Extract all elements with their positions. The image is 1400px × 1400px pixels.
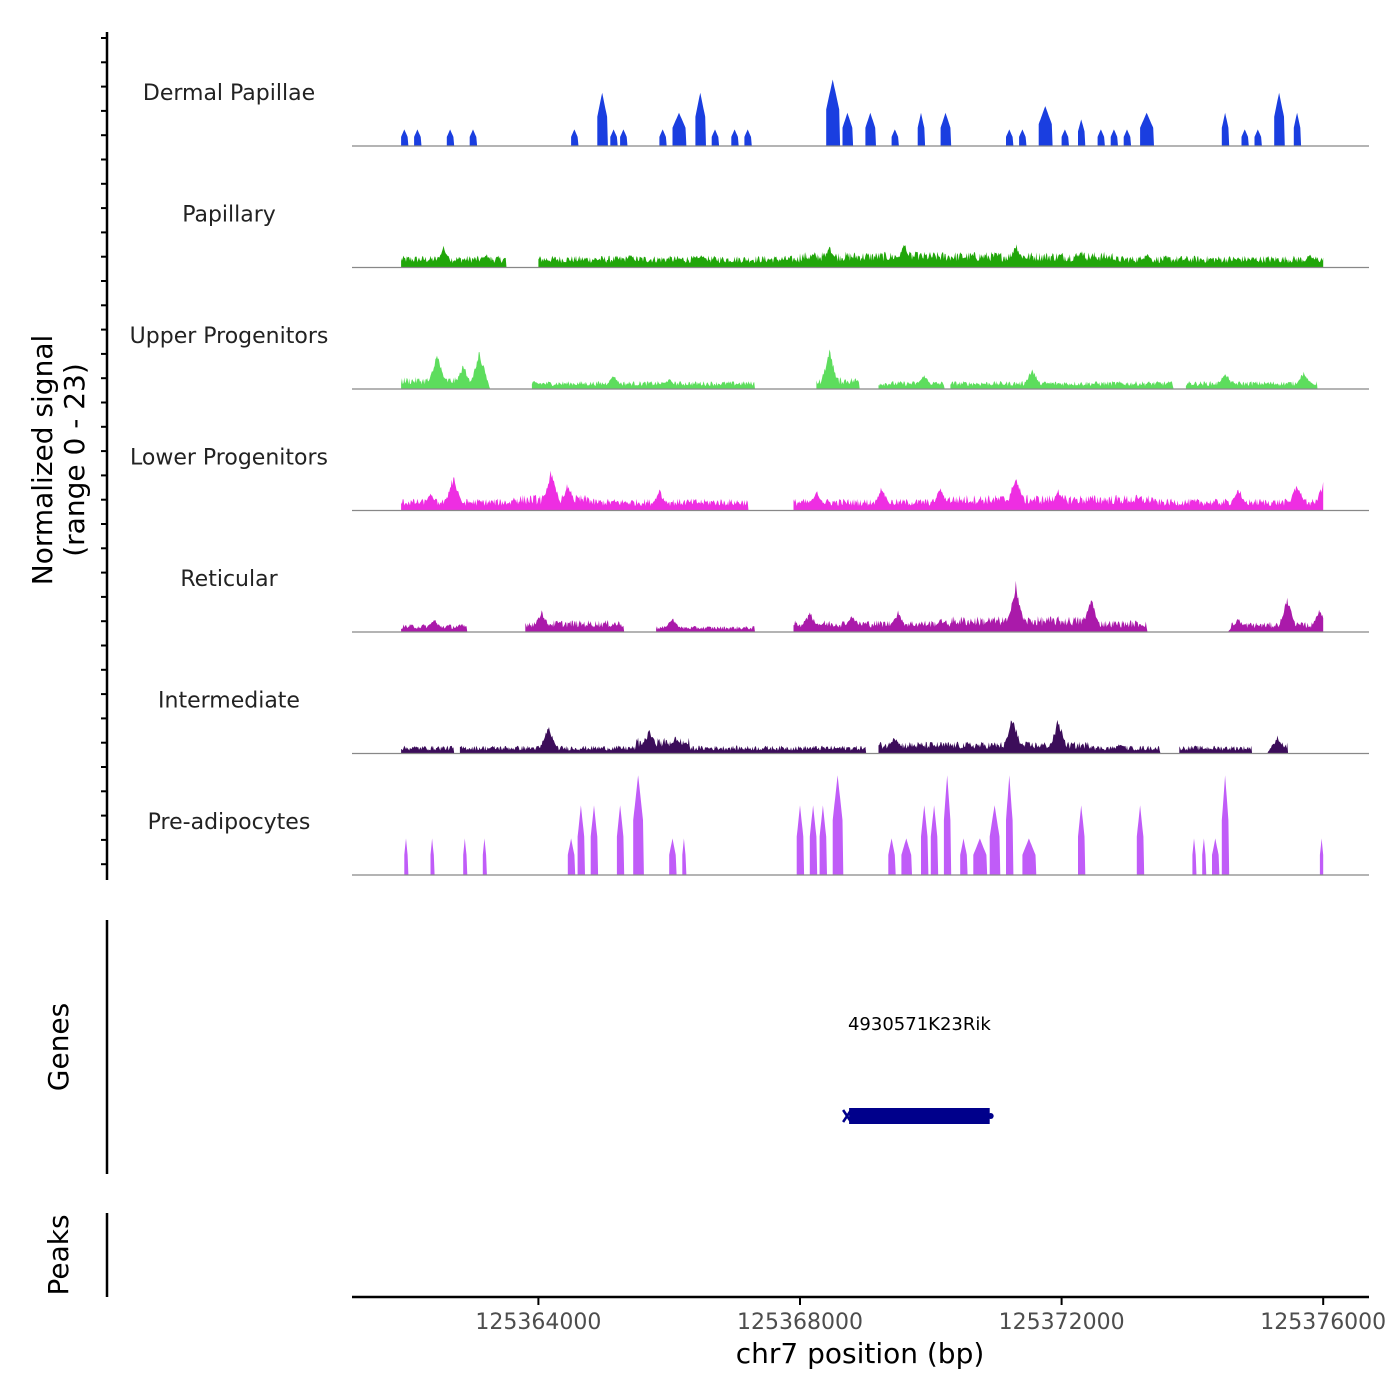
gene-end-marker <box>987 1113 994 1119</box>
genes-ylabel: Genes <box>42 1003 75 1091</box>
signal-track <box>352 470 1369 512</box>
signal-area <box>401 244 1324 268</box>
signal-tracks <box>352 79 1369 876</box>
signal-area <box>401 719 1289 754</box>
track-labels: Dermal Papillae Papillary Upper Progenitor… <box>130 81 329 835</box>
track-label: Dermal Papillae <box>143 81 315 106</box>
signal-track <box>352 349 1369 390</box>
signal-ylabel-line2: (range 0 - 23) <box>58 363 91 557</box>
signal-area <box>401 580 1324 632</box>
gene-label: 4930571K23Rik <box>848 1014 991 1035</box>
gene-strand-arrow <box>842 1109 853 1123</box>
signal-area <box>404 775 1324 875</box>
signal-track <box>352 79 1369 147</box>
signal-area <box>401 470 1324 511</box>
signal-ylabel-line1: Normalized signal <box>26 335 59 586</box>
x-axis-label: chr7 position (bp) <box>736 1337 985 1370</box>
signal-y-axis <box>101 32 109 880</box>
x-axis-ticks: 125364000 125368000 125372000 125376000 <box>475 1297 1386 1335</box>
x-tick-label: 125368000 <box>737 1310 863 1335</box>
genes-track: 4930571K23Rik <box>842 1014 994 1124</box>
track-label: Intermediate <box>158 689 300 714</box>
gene-body <box>849 1108 990 1124</box>
signal-track <box>352 580 1369 633</box>
signal-track <box>352 244 1369 269</box>
track-label: Papillary <box>182 203 276 228</box>
track-label: Lower Progenitors <box>130 446 328 471</box>
x-tick-label: 125364000 <box>475 1310 601 1335</box>
signal-area <box>401 349 1318 389</box>
track-label: Upper Progenitors <box>130 324 329 349</box>
signal-track <box>352 775 1369 876</box>
signal-area <box>401 79 1324 146</box>
x-tick-label: 125376000 <box>1260 1310 1386 1335</box>
x-tick-label: 125372000 <box>999 1310 1125 1335</box>
track-label: Reticular <box>180 567 278 592</box>
signal-track <box>352 719 1369 755</box>
peaks-ylabel: Peaks <box>42 1214 75 1295</box>
track-label: Pre-adipocytes <box>148 810 311 835</box>
